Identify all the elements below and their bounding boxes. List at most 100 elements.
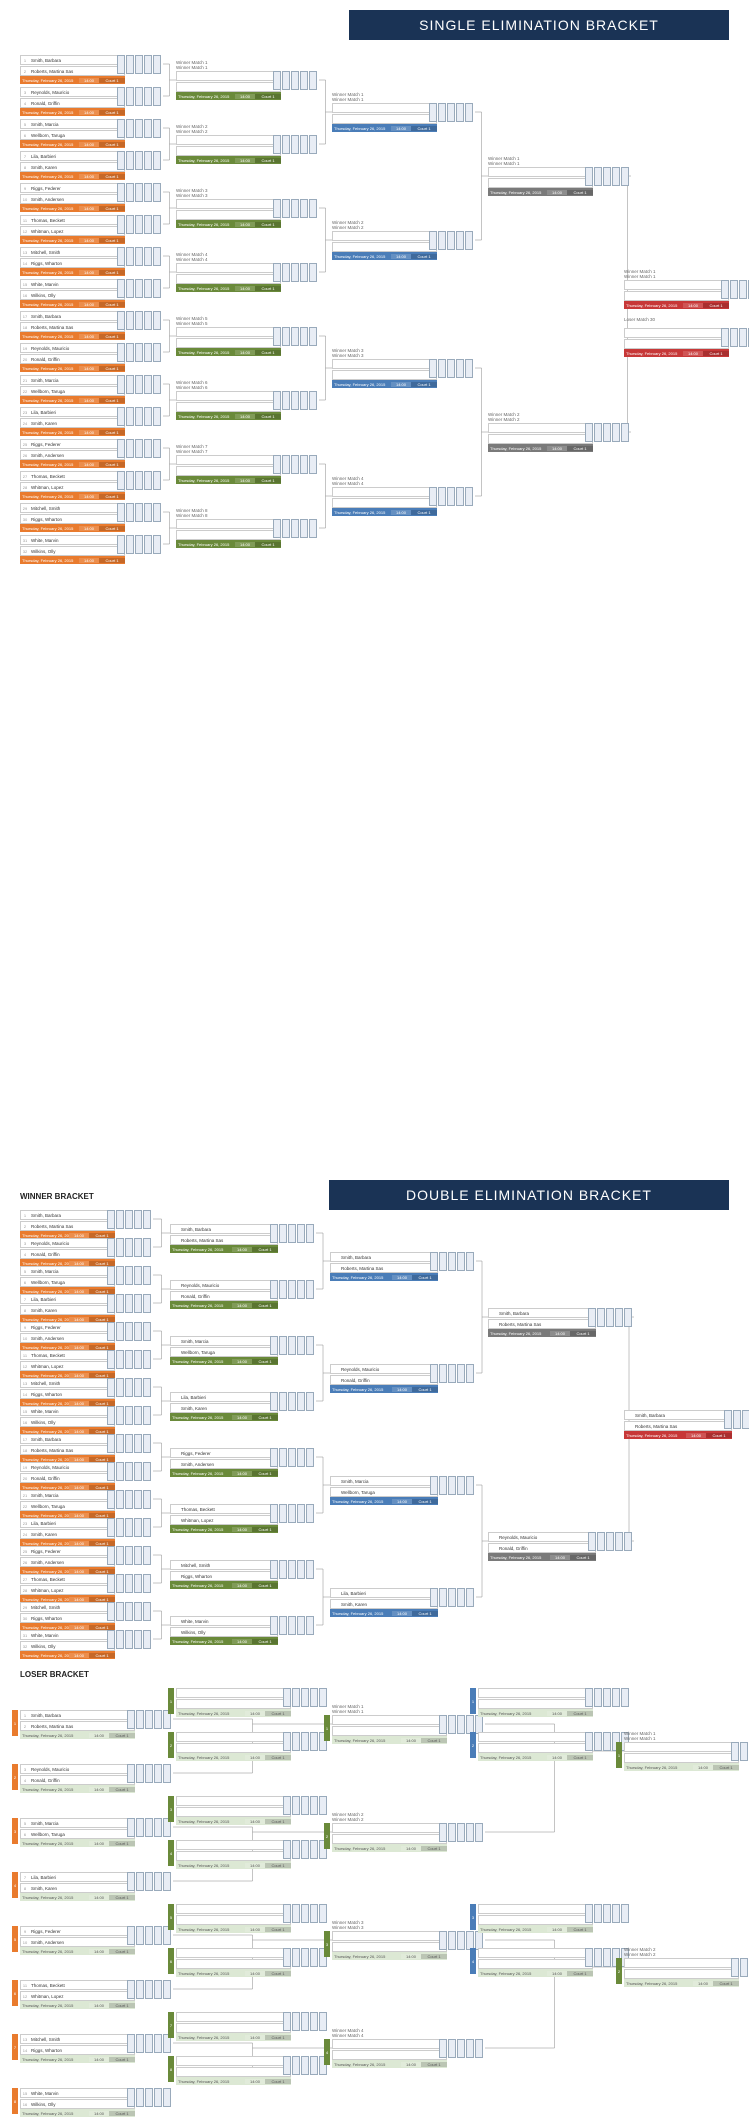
player-row: 13Mitchell, Smith (20, 1378, 115, 1388)
player-row: 9Riggs, Federer (20, 1322, 115, 1332)
match-index: 2 (470, 1732, 476, 1758)
player-row: Reynolds, Mauricio (170, 1280, 278, 1290)
player-name: Lila, Barbieri (29, 410, 124, 415)
player-row: 24Smith, Karen (20, 418, 125, 428)
match-info-bar: Thursday, February 26, 201514:00Court 1 (488, 1553, 596, 1561)
player-name: Riggs, Federer (29, 442, 124, 447)
player-row: Wellborn, Taruga (330, 1487, 438, 1497)
score-boxes (273, 327, 317, 346)
player-row: Reynolds, Mauricio (330, 1364, 438, 1374)
match-info-bar: Thursday, February 26, 201514:00Court 1 (332, 124, 437, 132)
score-boxes (107, 1238, 151, 1257)
player-row (332, 242, 437, 252)
player-name: Riggs, Wharton (29, 2048, 134, 2053)
match-info-bar: Thursday, February 26, 201514:00Court 1 (332, 252, 437, 260)
bracket-match: 7Lila, Barbieri8Smith, KarenThursday, Fe… (20, 151, 125, 180)
score-boxes (439, 1823, 483, 1842)
player-name: Thomas, Beckett (179, 1507, 277, 1512)
score-boxes (107, 1266, 151, 1285)
bracket-match: 27Thomas, Beckett28Whitman, LopezThursda… (20, 1574, 115, 1603)
bracket-match: Winner Match 2 Winner Match 22Thursday, … (332, 1823, 447, 1852)
player-row (176, 1915, 291, 1925)
score-boxes (270, 1504, 314, 1523)
match-index: 6 (168, 1948, 174, 1974)
match-index: 5 (12, 1926, 18, 1952)
player-name: Wellborn, Taruga (29, 1280, 114, 1285)
bracket-match: Winner Match 1 Winner Match 1Thursday, F… (624, 280, 729, 309)
match-info-bar: Thursday, February 26, 201514:00Court 1 (176, 92, 281, 100)
player-name: Smith, Karen (29, 1308, 114, 1313)
score-boxes (721, 280, 749, 299)
player-name: Riggs, Wharton (29, 261, 124, 266)
player-name: Roberts, Martina Sas (29, 1448, 114, 1453)
player-name: White, Marvin (179, 1619, 277, 1624)
bracket-match: Winner Match 4 Winner Match 44Thursday, … (332, 2039, 447, 2068)
score-boxes (270, 1560, 314, 1579)
match-info-bar: Thursday, February 26, 201514:00Court 1 (20, 76, 125, 84)
bracket-match: Smith, BarbaraRoberts, Martina SasThursd… (624, 1410, 732, 1439)
player-name: Smith, Andersen (29, 1336, 114, 1341)
bracket-match: 1Thursday, February 26, 201514:00Court 1 (478, 1688, 593, 1717)
player-name: Thomas, Beckett (29, 218, 124, 223)
player-name: Roberts, Martina Sas (29, 1724, 134, 1729)
score-boxes (731, 1958, 749, 1977)
score-boxes (721, 328, 749, 347)
player-row: 23Lila, Barbieri (20, 1518, 115, 1528)
match-info-bar: Thursday, February 26, 201514:00Court 1 (478, 1753, 593, 1761)
player-row: 8Smith, Karen (20, 162, 125, 172)
match-info-bar: Thursday, February 26, 201514:00Court 1 (176, 476, 281, 484)
match-index: 1 (168, 1688, 174, 1714)
match-info-bar: Thursday, February 26, 201514:00Court 1 (330, 1385, 438, 1393)
bracket-match: 13Mitchell, Smith14Riggs, WhartonThursda… (20, 247, 125, 276)
player-row: Ronald, Griffin (170, 1291, 278, 1301)
score-boxes (127, 1872, 171, 1891)
match-info-bar: Thursday, February 26, 201514:00Court 1 (176, 1817, 291, 1825)
player-row: Smith, Barbara (170, 1224, 278, 1234)
player-name: Wilkins, Olly (29, 1420, 114, 1425)
player-row (332, 1823, 447, 1833)
player-name: Riggs, Federer (179, 1451, 277, 1456)
player-row: 15White, Marvin (20, 1406, 115, 1416)
bracket-match: Winner Match 3 Winner Match 33Thursday, … (332, 1931, 447, 1960)
bracket-match: 31White, Marvin32Wilkins, OllyThursday, … (20, 1630, 115, 1659)
player-row: 9Riggs, Federer (20, 183, 125, 193)
player-row: 7Lila, Barbieri (20, 1294, 115, 1304)
bracket-match: 29Mitchell, Smith30Riggs, WhartonThursda… (20, 503, 125, 532)
match-info-bar: Thursday, February 26, 201514:00Court 1 (176, 2077, 291, 2085)
player-name: Whitman, Lopez (29, 485, 124, 490)
score-boxes (429, 231, 473, 250)
player-row (176, 2056, 291, 2066)
player-row: 28Whitman, Lopez (20, 1585, 115, 1595)
match-info-bar: Thursday, February 26, 201514:00Court 1 (176, 1925, 291, 1933)
match-index: 8 (168, 2056, 174, 2082)
score-boxes (107, 1546, 151, 1565)
player-name: Whitman, Lopez (29, 229, 124, 234)
player-name: Smith, Barbara (29, 1437, 114, 1442)
player-row: Riggs, Federer (170, 1448, 278, 1458)
player-row: Smith, Barbara (624, 1410, 732, 1420)
match-meta: Winner Match 1 Winner Match 1 (332, 93, 364, 102)
match-info-bar: Thursday, February 26, 201514:00Court 1 (170, 1525, 278, 1533)
score-boxes (585, 1904, 629, 1923)
player-row: Ronald, Griffin (488, 1543, 596, 1553)
player-row: 12Whitman, Lopez (20, 1991, 135, 2001)
match-info-bar: Thursday, February 26, 201514:00Court 1 (176, 540, 281, 548)
player-name: Ronald, Griffin (29, 357, 124, 362)
match-info-bar: Thursday, February 26, 201514:00Court 1 (20, 332, 125, 340)
bracket-match: 29Mitchell, Smith30Riggs, WhartonThursda… (20, 1602, 115, 1631)
player-name: Roberts, Martina Sas (29, 1224, 114, 1229)
score-boxes (107, 1630, 151, 1649)
player-row (332, 231, 437, 241)
score-boxes (117, 87, 161, 106)
match-meta: Winner Match 3 Winner Match 3 (332, 1921, 364, 1930)
score-boxes (588, 1532, 632, 1551)
score-boxes (270, 1616, 314, 1635)
player-row: 5Smith, Marcia (20, 1818, 135, 1828)
match-info-bar: Thursday, February 26, 201514:00Court 1 (20, 140, 125, 148)
bracket-match: 6Thursday, February 26, 201514:00Court 1 (176, 1948, 291, 1977)
player-name: Smith, Karen (29, 165, 124, 170)
score-boxes (127, 1764, 171, 1783)
bracket-match: 23Reynolds, Mauricio4Ronald, GriffinThur… (20, 1764, 135, 1793)
match-meta: Winner Match 4 Winner Match 4 (332, 477, 364, 486)
player-row (332, 1834, 447, 1844)
